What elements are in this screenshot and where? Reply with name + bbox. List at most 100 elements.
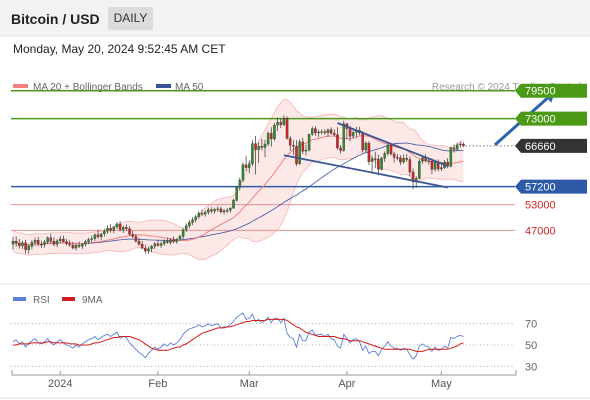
candle-body: [241, 164, 245, 181]
candle-body: [411, 171, 415, 183]
candle: [339, 144, 342, 154]
candle: [137, 238, 141, 246]
candle: [225, 208, 229, 214]
level-labels: 79500 73000 66660 57200 53000 47000: [515, 83, 587, 237]
time-tick-may: May: [431, 378, 452, 390]
candle: [184, 223, 188, 233]
candle: [140, 241, 144, 250]
candle-body: [251, 143, 254, 164]
candle-body: [342, 123, 345, 151]
candle: [282, 115, 286, 126]
candle-body: [21, 242, 24, 247]
candle-body: [30, 242, 34, 247]
candle-body: [36, 240, 40, 245]
candle-body: [430, 161, 434, 170]
candle: [329, 127, 333, 135]
candle-body: [320, 131, 323, 133]
candle: [112, 225, 116, 234]
candle-body: [270, 133, 273, 140]
candle: [351, 128, 355, 139]
candle-body: [43, 241, 46, 245]
candle-body: [213, 209, 216, 212]
candle-body: [446, 161, 449, 167]
candle-body: [203, 212, 207, 215]
candle-body: [402, 158, 405, 163]
candle-body: [112, 226, 116, 231]
candle-body: [462, 143, 465, 146]
candle-body: [392, 153, 396, 158]
candle: [408, 156, 412, 177]
candle-body: [307, 134, 311, 151]
candle: [150, 245, 153, 253]
candle: [103, 229, 106, 237]
candle-body: [40, 244, 43, 246]
candle-body: [260, 146, 264, 148]
candle: [175, 238, 179, 244]
candle-body: [90, 238, 94, 240]
candle-body: [24, 242, 27, 250]
level-53000-label: 53000: [525, 200, 556, 212]
candle-body: [292, 145, 295, 147]
candle: [232, 198, 235, 209]
candle: [361, 131, 364, 153]
period-badge[interactable]: DAILY: [108, 7, 153, 30]
candle: [74, 243, 78, 251]
candle-body: [68, 243, 71, 246]
candle-body: [99, 233, 103, 238]
candle: [93, 233, 97, 241]
candle: [18, 239, 21, 249]
legend-bollinger-label: MA 20 + Bollinger Bands: [33, 82, 143, 93]
candle: [295, 140, 298, 166]
candle-body: [118, 223, 122, 230]
candle-body: [317, 131, 320, 134]
level-57200-tag: 57200: [515, 179, 587, 194]
candle-body: [77, 244, 81, 247]
candle: [323, 129, 327, 136]
time-tick-feb: Feb: [148, 378, 167, 390]
candle: [244, 156, 248, 172]
candle: [238, 177, 242, 191]
candle: [71, 242, 75, 250]
candle-body: [194, 216, 197, 220]
candle: [273, 122, 276, 141]
candle-body: [367, 143, 371, 162]
candle-body: [244, 164, 248, 168]
level-57200-tag-shape: [515, 179, 587, 194]
candle-body: [348, 128, 352, 137]
candle-body: [159, 243, 163, 246]
candle-body: [459, 143, 462, 146]
candle: [314, 125, 317, 136]
candle-body: [298, 141, 301, 164]
candle: [336, 127, 339, 150]
candle-body: [137, 241, 141, 245]
candle: [159, 241, 163, 249]
candle: [33, 237, 37, 246]
candle: [285, 116, 289, 140]
candle-body: [361, 132, 364, 151]
candle-body: [156, 243, 160, 246]
candle: [446, 158, 449, 169]
candle: [213, 207, 216, 214]
candle: [241, 162, 245, 183]
candle: [452, 144, 456, 153]
candle: [11, 236, 15, 250]
candle: [188, 220, 191, 229]
candle-body: [153, 243, 156, 247]
candle-body: [134, 236, 138, 242]
candle-body: [396, 157, 399, 159]
candle: [377, 154, 380, 176]
candle-body: [140, 244, 144, 249]
candle: [260, 138, 264, 151]
trendline-2: [337, 122, 449, 167]
candle-body: [65, 241, 68, 244]
candle: [399, 155, 402, 166]
candle: [307, 133, 311, 152]
candle-body: [11, 241, 15, 245]
candle: [288, 135, 292, 151]
candle-body: [87, 239, 90, 242]
candle-body: [166, 241, 169, 243]
candle-body: [373, 158, 377, 160]
candle: [172, 236, 175, 244]
candle: [292, 140, 295, 156]
